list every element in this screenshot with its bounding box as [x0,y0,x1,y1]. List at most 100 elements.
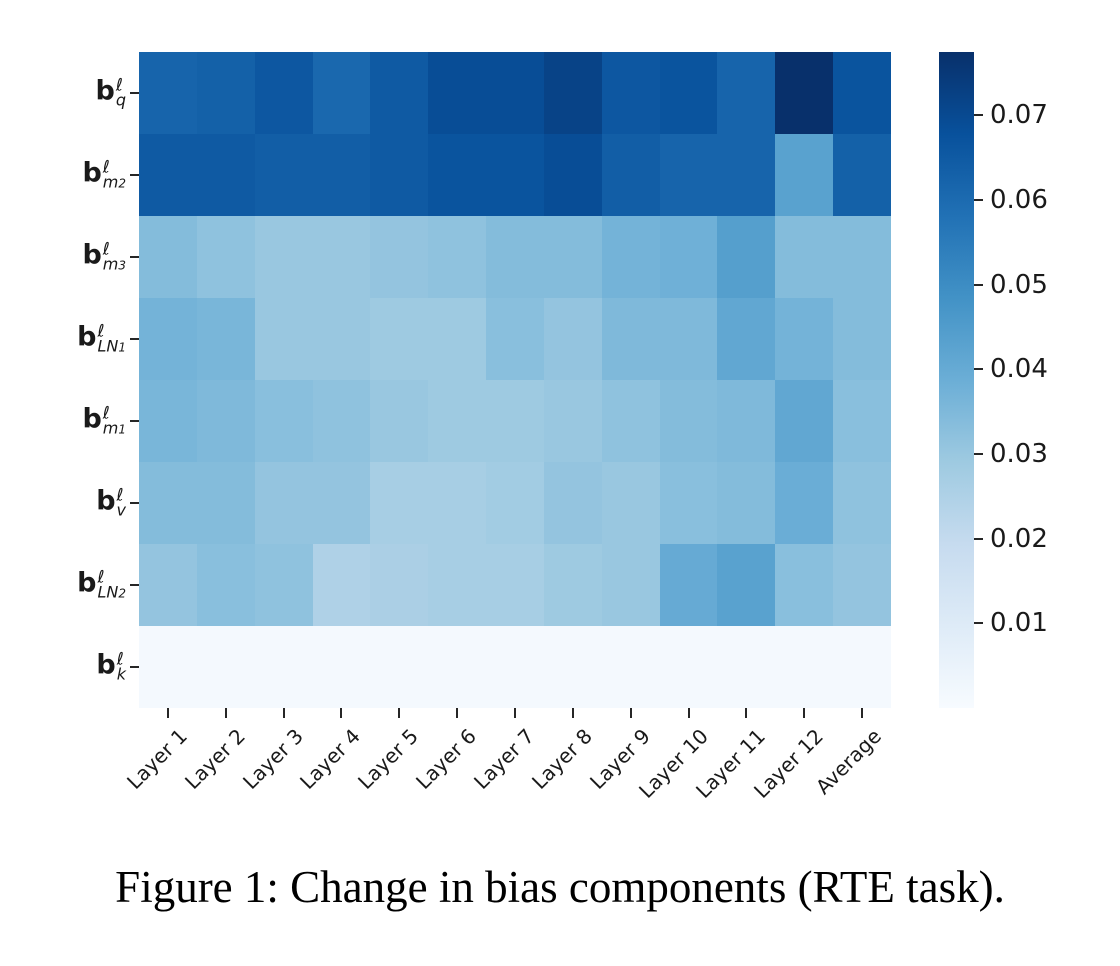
y-tick [130,92,139,94]
heatmap-cell [833,462,891,544]
heatmap-cell [659,462,718,544]
x-tick-label: Layer 1 [121,724,192,794]
heatmap-cell [312,626,371,708]
heatmap-cell [833,544,891,626]
colorbar-tick [974,114,983,117]
heatmap-cell [659,216,718,298]
heatmap-cell [139,380,197,462]
heatmap-cell [833,626,891,708]
heatmap-cell [717,544,776,626]
colorbar-tick-label: 0.04 [990,354,1048,385]
heatmap-cell [312,544,371,626]
heatmap-cell [543,298,602,380]
heatmap-cell [717,134,776,216]
heatmap-cell [775,134,834,216]
heatmap [139,52,891,708]
heatmap-cell [254,216,313,298]
y-tick [130,174,139,176]
heatmap-cell [486,52,544,134]
heatmap-cell [717,52,776,134]
heatmap-cell [428,134,487,216]
y-tick [130,338,139,340]
heatmap-cell [601,216,660,298]
heatmap-cell [543,52,602,134]
y-tick [130,420,139,422]
heatmap-cell [543,380,602,462]
heatmap-cell [370,462,429,544]
y-tick-label: b ℓ m2 [82,157,126,192]
heatmap-cell [254,626,313,708]
heatmap-cell [428,216,487,298]
heatmap-cell [717,216,776,298]
heatmap-cell [601,544,660,626]
x-tick [514,708,516,718]
x-tick [629,708,632,718]
heatmap-cell [775,52,834,134]
heatmap-cell [196,544,255,626]
colorbar-tick [974,622,983,625]
heatmap-cell [312,216,371,298]
heatmap-cell [428,52,487,134]
heatmap-cell [196,380,255,462]
x-tick-label: Layer 4 [295,724,366,794]
heatmap-cell [486,380,544,462]
heatmap-cell [659,626,718,708]
colorbar-tick [974,453,983,456]
heatmap-cell [775,380,834,462]
x-tick-label: Layer 5 [353,724,424,794]
heatmap-cell [312,380,371,462]
y-tick [130,584,139,586]
heatmap-cell [254,462,313,544]
heatmap-cell [139,52,197,134]
x-tick [456,708,459,718]
heatmap-cell [717,298,776,380]
heatmap-cell [717,380,776,462]
x-tick-label: Layer 7 [469,724,539,794]
heatmap-cell [254,134,313,216]
colorbar-tick [974,368,983,371]
x-tick [861,708,864,718]
heatmap-cell [833,134,891,216]
heatmap-cell [486,626,544,708]
heatmap-cell [775,216,834,298]
colorbar-tick-label: 0.07 [990,100,1048,131]
heatmap-cell [312,134,371,216]
y-tick [130,502,139,504]
heatmap-cell [543,626,602,708]
colorbar-tick [974,283,983,286]
heatmap-cell [428,544,487,626]
figure-caption: Figure 1: Change in bias components (RTE… [115,862,1005,912]
heatmap-cell [370,134,429,216]
heatmap-cell [543,134,602,216]
heatmap-cell [428,462,487,544]
heatmap-cell [428,380,487,462]
x-tick [803,708,806,718]
heatmap-cell [775,298,834,380]
x-tick [166,708,169,718]
x-tick [687,708,690,718]
heatmap-cell [139,298,197,380]
heatmap-cell [254,544,313,626]
heatmap-cell [139,626,197,708]
heatmap-cell [254,380,313,462]
heatmap-cell [775,626,834,708]
heatmap-cell [833,52,891,134]
heatmap-cell [601,298,660,380]
heatmap-cell [659,380,718,462]
heatmap-cell [833,380,891,462]
heatmap-cell [428,626,487,708]
x-tick [571,708,574,718]
colorbar-tick-label: 0.02 [990,523,1048,554]
heatmap-cell [601,134,660,216]
y-tick-label: b ℓ LN1 [77,321,126,356]
x-tick-label: Layer 6 [411,724,482,794]
heatmap-cell [370,298,429,380]
heatmap-cell [370,52,429,134]
heatmap-cell [833,298,891,380]
heatmap-cell [659,134,718,216]
heatmap-cell [486,544,544,626]
colorbar-tick [974,199,983,202]
heatmap-cell [196,52,255,134]
